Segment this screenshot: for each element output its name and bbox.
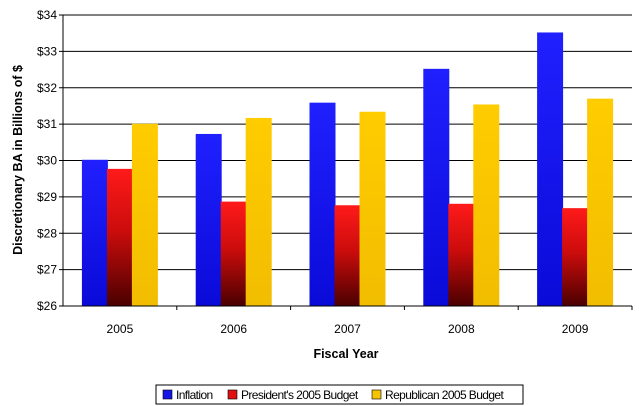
y-tick-label: $31 [37,117,57,131]
y-tick-label: $28 [37,226,57,240]
legend-swatch-presidents-budget [227,389,238,400]
bars [81,32,614,307]
bar-presidents-budget-2008 [448,203,475,306]
legend-swatch-inflation [162,389,173,400]
y-tick-label: $30 [37,154,57,168]
bar-republican-budget-2008 [473,104,500,306]
bar-presidents-budget-2006 [220,201,247,306]
x-tick-label: 2005 [107,322,134,336]
x-tick-label: 2006 [220,322,247,336]
legend: Inflation President's 2005 Budget Republ… [155,384,524,405]
bar-inflation-2006 [195,133,222,306]
bar-republican-budget-2009 [587,98,614,306]
x-tick-label: 2007 [334,322,361,336]
y-tick-label: $29 [37,190,57,204]
y-ticks: $26 $27 $28 $29 $30 $31 $32 $33 $34 [37,8,63,313]
legend-border [155,384,524,405]
x-ticks: 2005 2006 2007 2008 2009 [107,306,633,336]
y-tick-label: $32 [37,81,57,95]
bar-presidents-budget-2007 [334,205,361,306]
legend-swatch-republican-budget [371,389,382,400]
y-tick-label: $33 [37,44,57,58]
y-tick-label: $26 [37,299,57,313]
bar-republican-budget-2006 [245,117,272,306]
y-axis-title: Discretionary BA in Billions of $ [11,65,25,255]
bar-inflation-2008 [423,68,450,307]
y-tick-label: $34 [37,8,57,22]
x-axis-title: Fiscal Year [313,347,378,361]
y-tick-label: $27 [37,263,57,277]
bar-presidents-budget-2005 [106,168,133,306]
legend-label-republican-budget: Republican 2005 Budget [385,388,505,402]
bar-inflation-2005 [81,159,108,306]
bar-republican-budget-2005 [131,123,158,306]
x-tick-label: 2009 [562,322,589,336]
bar-republican-budget-2007 [359,111,386,306]
bar-presidents-budget-2009 [562,208,589,306]
bar-inflation-2007 [309,102,336,306]
legend-label-inflation: Inflation [176,388,213,402]
legend-label-presidents-budget: President's 2005 Budget [241,388,359,402]
x-tick-label: 2008 [448,322,475,336]
bar-inflation-2009 [537,32,564,307]
